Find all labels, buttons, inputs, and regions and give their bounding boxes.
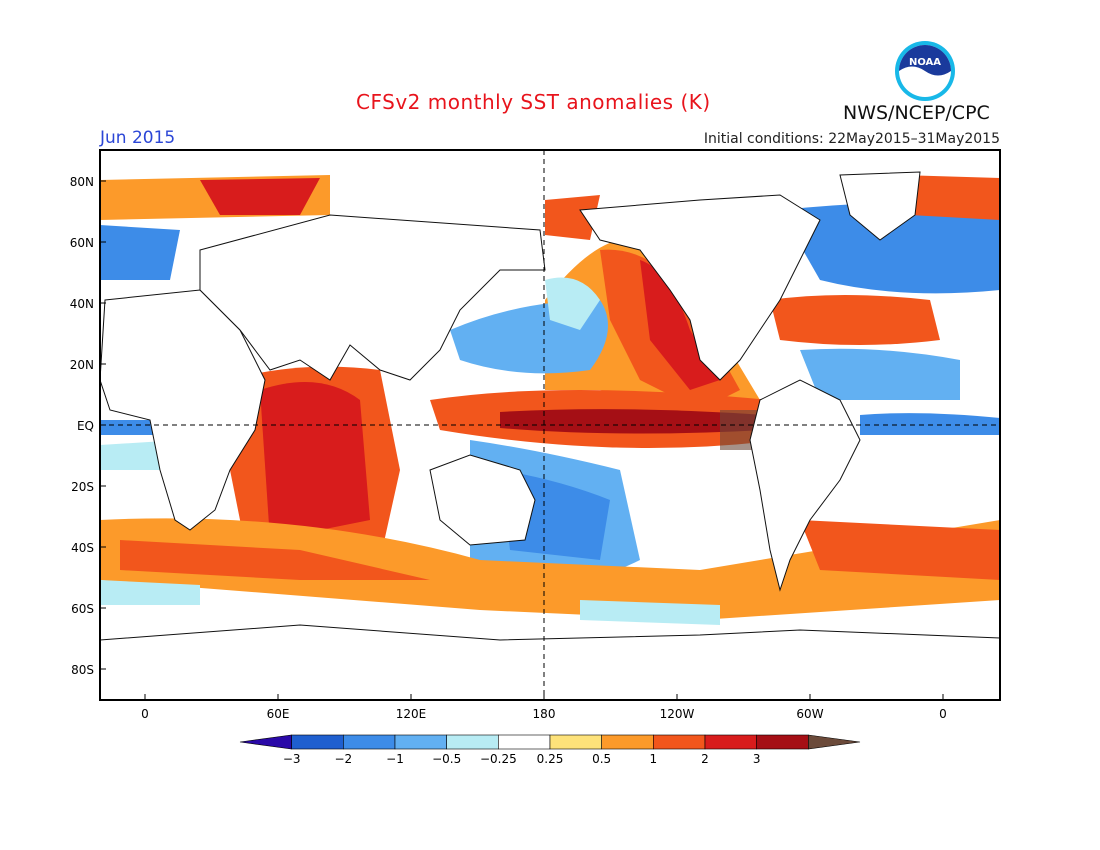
colorbar-swatch	[549, 734, 602, 750]
lon-label: 0	[141, 707, 149, 721]
coastlines	[100, 171, 1000, 700]
colorbar-swatch	[756, 734, 809, 750]
lat-label: 20S	[71, 480, 94, 494]
lon-label: 60W	[796, 707, 823, 721]
anomaly-field	[100, 150, 1000, 700]
colorbar-swatch	[239, 734, 292, 750]
colorbar-swatch	[446, 734, 499, 750]
lon-label: 120E	[396, 707, 427, 721]
lat-label: 40S	[71, 541, 94, 555]
colorbar-label: 0.25	[537, 752, 564, 766]
initial-conditions-label: Initial conditions: 22May2015–31May2015	[703, 131, 1000, 147]
lon-label: 0	[939, 707, 947, 721]
lat-label: 80N	[70, 175, 94, 189]
colorbar-swatch	[601, 734, 654, 750]
lat-label: EQ	[77, 419, 94, 433]
lat-label: 20N	[70, 358, 94, 372]
colorbar-label: 2	[701, 752, 709, 766]
colorbar-label: −1	[386, 752, 404, 766]
agency-label: NWS/NCEP/CPC	[843, 102, 990, 124]
lon-label: 120W	[660, 707, 695, 721]
colorbar-label: 1	[650, 752, 658, 766]
lat-label: 80S	[71, 663, 94, 677]
colorbar-swatch	[808, 734, 861, 750]
noaa-logo: NOAA	[895, 41, 955, 101]
colorbar-swatch	[291, 734, 344, 750]
lat-label: 60S	[71, 602, 94, 616]
lat-label: 40N	[70, 297, 94, 311]
colorbar-label: −2	[334, 752, 352, 766]
colorbar-swatch	[394, 734, 447, 750]
colorbar-swatch	[343, 734, 396, 750]
colorbar-label: −0.25	[480, 752, 517, 766]
lat-label: 60N	[70, 236, 94, 250]
month-label: Jun 2015	[100, 128, 176, 148]
colorbar-swatch	[653, 734, 706, 750]
colorbar-label: 0.5	[592, 752, 611, 766]
lon-label: 180	[533, 707, 556, 721]
colorbar-label: −0.5	[432, 752, 461, 766]
colorbar-label: −3	[283, 752, 301, 766]
colorbar-label: 3	[753, 752, 761, 766]
logo-text: NOAA	[909, 57, 941, 68]
map-title: CFSv2 monthly SST anomalies (K)	[356, 90, 711, 114]
lon-label: 60E	[267, 707, 290, 721]
colorbar-swatch	[704, 734, 757, 750]
colorbar-swatch	[498, 734, 551, 750]
